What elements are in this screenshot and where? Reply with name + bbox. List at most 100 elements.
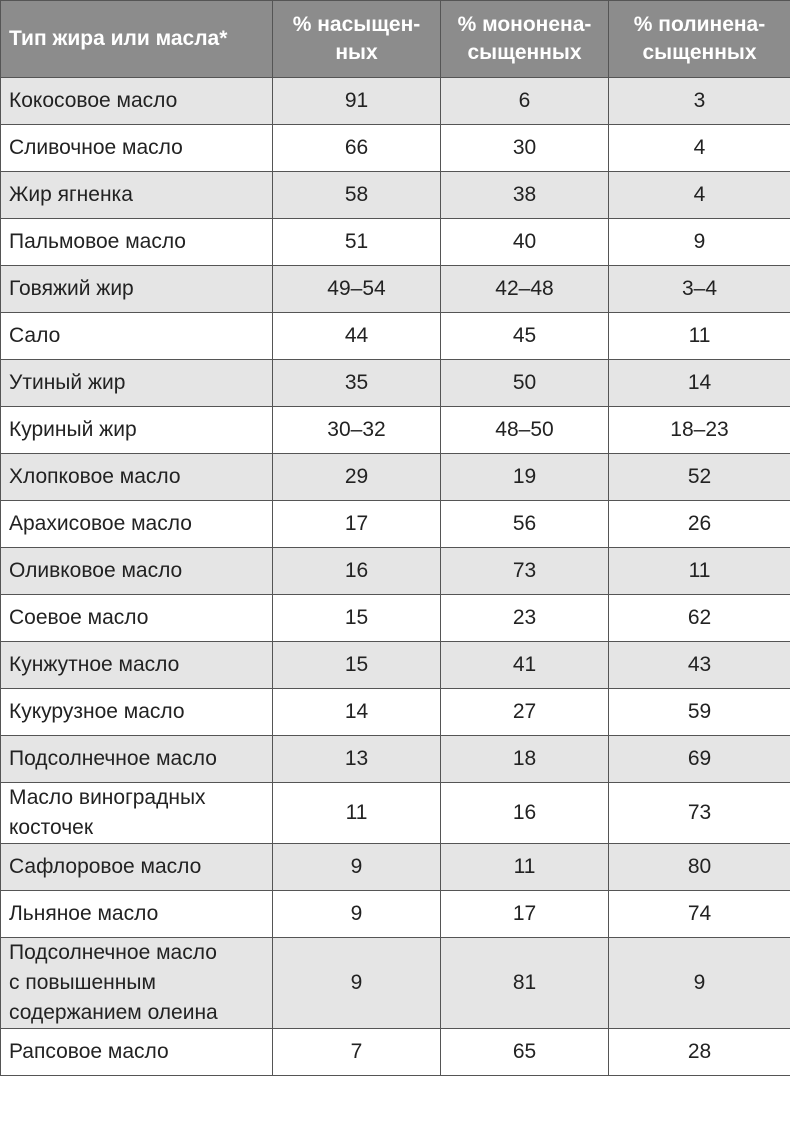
percent-cell: 6 [440,77,609,125]
percent-cell: 59 [608,688,790,736]
percent-cell: 4 [608,124,790,172]
fat-name-cell: Арахисовое масло [0,500,273,548]
table-row: Утиный жир 35 50 14 [0,359,790,407]
fat-name-cell: Жир ягненка [0,171,273,219]
percent-cell: 11 [608,547,790,595]
percent-cell: 14 [608,359,790,407]
percent-cell: 11 [440,843,609,891]
percent-cell: 38 [440,171,609,219]
percent-cell: 41 [440,641,609,689]
fat-name-cell: Кунжутное масло [0,641,273,689]
percent-cell: 81 [440,937,609,1029]
percent-cell: 3–4 [608,265,790,313]
fat-name-cell: Говяжий жир [0,265,273,313]
percent-cell: 19 [440,453,609,501]
percent-cell: 69 [608,735,790,783]
fat-name-cell: Кукурузное масло [0,688,273,736]
percent-cell: 35 [272,359,441,407]
fat-composition-table: Тип жира или масла*% насыщен-ных% мононе… [0,0,790,1076]
fat-name-cell: Подсолнечное масло с повышенным содержание… [0,937,273,1029]
percent-cell: 9 [608,937,790,1029]
percent-cell: 14 [272,688,441,736]
fat-name-cell: Рапсовое масло [0,1028,273,1076]
percent-cell: 80 [608,843,790,891]
percent-cell: 4 [608,171,790,219]
table-row: Льняное масло 9 17 74 [0,890,790,938]
fat-name-cell: Сало [0,312,273,360]
fat-name-cell: Пальмовое масло [0,218,273,266]
percent-cell: 15 [272,594,441,642]
table-row: Хлопковое масло 29 19 52 [0,453,790,501]
fat-name-cell: Сафлоровое масло [0,843,273,891]
table-row: Соевое масло 15 23 62 [0,594,790,642]
fat-name-cell: Подсолнечное масло [0,735,273,783]
table-row: Кокосовое масло 91 6 3 [0,77,790,125]
percent-cell: 23 [440,594,609,642]
fat-name-cell: Кокосовое масло [0,77,273,125]
percent-cell: 30 [440,124,609,172]
fat-name-cell: Сливочное масло [0,124,273,172]
percent-cell: 91 [272,77,441,125]
percent-cell: 18 [440,735,609,783]
percent-cell: 73 [440,547,609,595]
percent-cell: 3 [608,77,790,125]
percent-cell: 45 [440,312,609,360]
percent-cell: 9 [272,843,441,891]
column-header: % насыщен-ных [272,0,441,78]
percent-cell: 17 [272,500,441,548]
percent-cell: 50 [440,359,609,407]
column-header: % мононена-сыщенных [440,0,609,78]
percent-cell: 11 [272,782,441,844]
percent-cell: 27 [440,688,609,736]
percent-cell: 56 [440,500,609,548]
fat-name-cell: Куриный жир [0,406,273,454]
percent-cell: 13 [272,735,441,783]
table-row: Сало 44 45 11 [0,312,790,360]
percent-cell: 62 [608,594,790,642]
table-row: Жир ягненка 58 38 4 [0,171,790,219]
percent-cell: 9 [608,218,790,266]
column-header: % полинена-сыщенных [608,0,790,78]
table-row: Рапсовое масло 7 65 28 [0,1028,790,1076]
table-row: Куриный жир 30–32 48–50 18–23 [0,406,790,454]
percent-cell: 15 [272,641,441,689]
fat-name-cell: Масло виноградных косточек [0,782,273,844]
percent-cell: 52 [608,453,790,501]
fat-name-cell: Льняное масло [0,890,273,938]
percent-cell: 48–50 [440,406,609,454]
table-row: Говяжий жир 49–54 42–48 3–4 [0,265,790,313]
percent-cell: 11 [608,312,790,360]
percent-cell: 17 [440,890,609,938]
percent-cell: 49–54 [272,265,441,313]
column-header: Тип жира или масла* [0,0,273,78]
percent-cell: 7 [272,1028,441,1076]
percent-cell: 42–48 [440,265,609,313]
percent-cell: 16 [440,782,609,844]
header-row: Тип жира или масла*% насыщен-ных% мононе… [0,0,790,78]
table-row: Масло виноградных косточек 11 16 73 [0,782,790,844]
table-row: Подсолнечное масло с повышенным содержание… [0,937,790,1029]
table-row: Сафлоровое масло 9 11 80 [0,843,790,891]
percent-cell: 65 [440,1028,609,1076]
table-row: Пальмовое масло 51 40 9 [0,218,790,266]
fat-name-cell: Утиный жир [0,359,273,407]
percent-cell: 9 [272,937,441,1029]
percent-cell: 28 [608,1028,790,1076]
percent-cell: 30–32 [272,406,441,454]
percent-cell: 73 [608,782,790,844]
fat-name-cell: Соевое масло [0,594,273,642]
percent-cell: 74 [608,890,790,938]
table-row: Кукурузное масло 14 27 59 [0,688,790,736]
percent-cell: 26 [608,500,790,548]
table-row: Кунжутное масло 15 41 43 [0,641,790,689]
percent-cell: 51 [272,218,441,266]
fat-name-cell: Хлопковое масло [0,453,273,501]
table-row: Подсолнечное масло 13 18 69 [0,735,790,783]
percent-cell: 29 [272,453,441,501]
fat-name-cell: Оливковое масло [0,547,273,595]
percent-cell: 66 [272,124,441,172]
percent-cell: 43 [608,641,790,689]
percent-cell: 40 [440,218,609,266]
percent-cell: 58 [272,171,441,219]
table-row: Арахисовое масло 17 56 26 [0,500,790,548]
